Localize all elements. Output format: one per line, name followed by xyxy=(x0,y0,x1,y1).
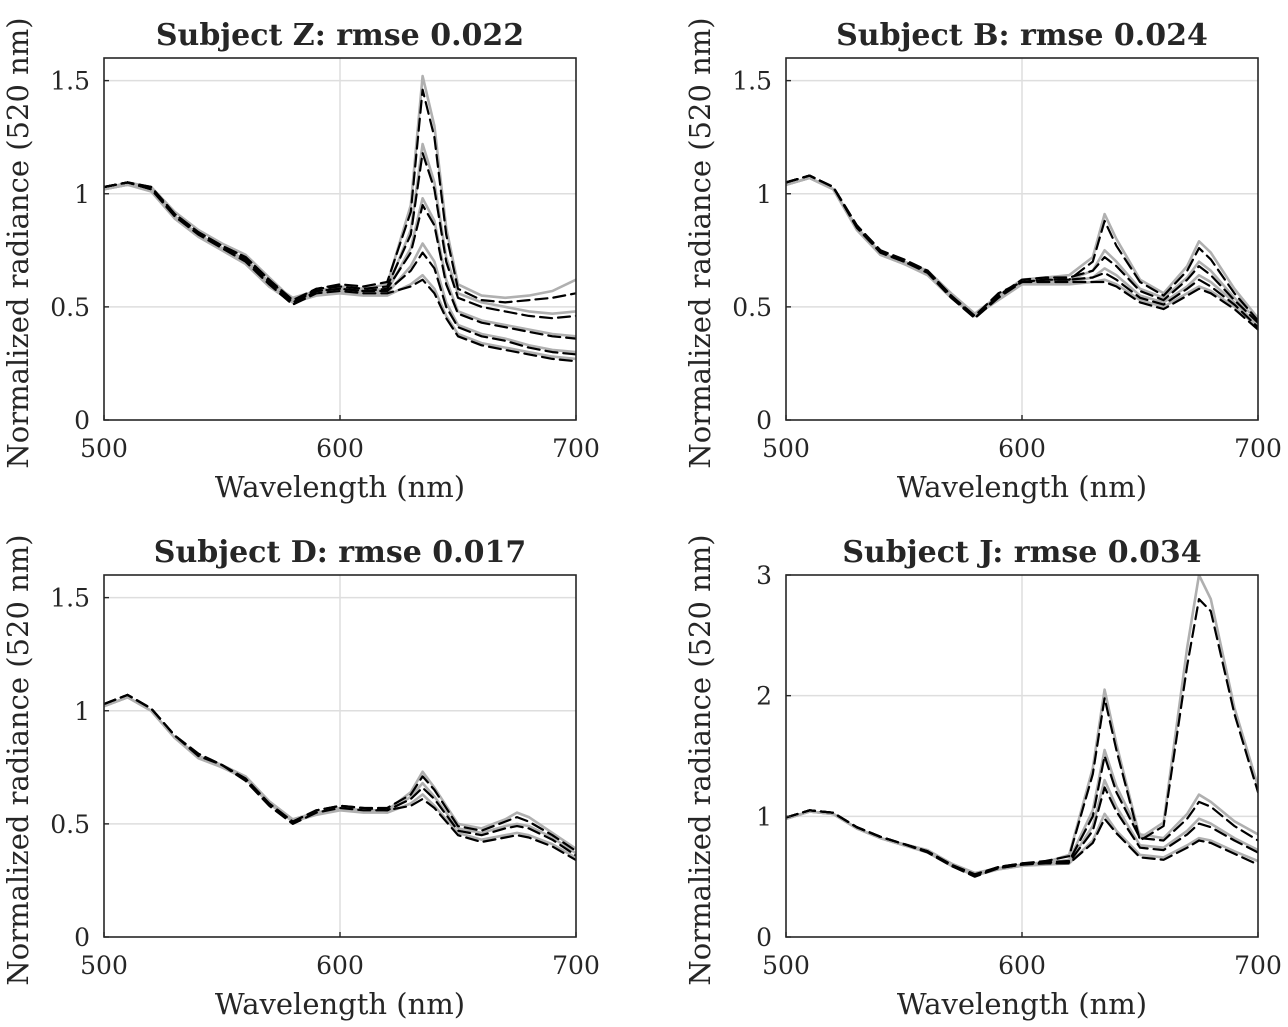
panel-subject-b: Subject B: rmse 0.024 Wavelength (nm) No… xyxy=(683,17,1282,504)
predicted-spectrum-line xyxy=(786,174,1258,331)
x-axis-label: Wavelength (nm) xyxy=(897,987,1147,1021)
y-tick-label: 0 xyxy=(756,406,772,435)
x-tick-label: 700 xyxy=(1234,434,1282,463)
y-tick-label: 1 xyxy=(756,802,772,831)
series-group xyxy=(104,693,576,862)
y-axis-label: Normalized radiance (520 nm) xyxy=(1,534,35,985)
y-tick-label: 0.5 xyxy=(50,293,90,322)
panel-title: Subject B: rmse 0.024 xyxy=(836,18,1208,53)
x-tick-label: 600 xyxy=(998,434,1046,463)
measured-spectrum-line xyxy=(104,74,576,302)
y-axis-label: Normalized radiance (520 nm) xyxy=(683,534,717,985)
measured-spectrum-line xyxy=(104,695,576,860)
y-tick-label: 0.5 xyxy=(732,293,772,322)
x-tick-label: 600 xyxy=(316,434,364,463)
y-tick-label: 1.5 xyxy=(50,67,90,96)
measured-spectrum-line xyxy=(104,183,576,361)
x-axis-label: Wavelength (nm) xyxy=(215,470,465,504)
panel-title: Subject Z: rmse 0.022 xyxy=(156,18,524,53)
series-group xyxy=(786,575,1258,878)
panel-subject-j: Subject J: rmse 0.034 Wavelength (nm) No… xyxy=(683,534,1282,1021)
y-axis-label: Normalized radiance (520 nm) xyxy=(1,17,35,468)
y-tick-label: 1 xyxy=(74,697,90,726)
x-tick-label: 500 xyxy=(762,951,810,980)
y-tick-label: 0 xyxy=(74,923,90,952)
y-tick-label: 2 xyxy=(756,682,772,711)
y-tick-label: 1.5 xyxy=(50,584,90,613)
panel-subject-z: Subject Z: rmse 0.022 Wavelength (nm) No… xyxy=(1,17,600,504)
y-tick-label: 0 xyxy=(756,923,772,952)
y-axis-label: Normalized radiance (520 nm) xyxy=(683,17,717,468)
predicted-spectrum-line xyxy=(104,693,576,862)
measured-spectrum-line xyxy=(786,810,1258,877)
x-tick-label: 700 xyxy=(552,951,600,980)
predicted-spectrum-line xyxy=(104,151,576,320)
x-tick-label: 500 xyxy=(762,434,810,463)
panel-subject-d: Subject D: rmse 0.017 Wavelength (nm) No… xyxy=(1,534,600,1021)
predicted-spectrum-line xyxy=(104,181,576,356)
y-tick-label: 1 xyxy=(756,180,772,209)
y-tick-label: 1 xyxy=(74,180,90,209)
series-group xyxy=(786,174,1258,331)
y-tick-label: 1.5 xyxy=(732,67,772,96)
x-tick-label: 600 xyxy=(998,951,1046,980)
y-tick-label: 3 xyxy=(756,561,772,590)
x-tick-label: 500 xyxy=(80,951,128,980)
panel-title: Subject D: rmse 0.017 xyxy=(154,535,526,570)
y-tick-label: 0.5 xyxy=(50,810,90,839)
series-group xyxy=(104,74,576,363)
x-axis-label: Wavelength (nm) xyxy=(215,987,465,1021)
predicted-spectrum-line xyxy=(104,181,576,363)
y-tick-label: 0 xyxy=(74,406,90,435)
x-axis-label: Wavelength (nm) xyxy=(897,470,1147,504)
predicted-spectrum-line xyxy=(104,88,576,304)
predicted-spectrum-line xyxy=(104,693,576,857)
x-tick-label: 500 xyxy=(80,434,128,463)
x-tick-label: 700 xyxy=(552,434,600,463)
measured-spectrum-line xyxy=(786,176,1258,329)
x-tick-label: 700 xyxy=(1234,951,1282,980)
x-tick-label: 600 xyxy=(316,951,364,980)
predicted-spectrum-line xyxy=(786,809,1258,878)
panel-title: Subject J: rmse 0.034 xyxy=(842,535,1201,570)
